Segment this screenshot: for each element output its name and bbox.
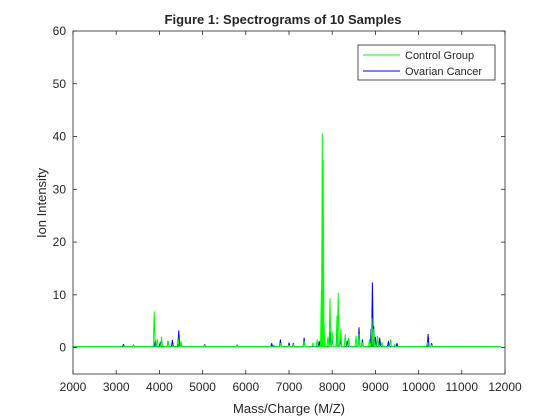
x-tick-label: 5000 bbox=[189, 380, 216, 394]
y-tick-label: 60 bbox=[53, 24, 67, 38]
x-tick-label: 9000 bbox=[362, 380, 389, 394]
y-tick-label: 30 bbox=[53, 182, 67, 196]
y-axis-label: Ion Intensity bbox=[34, 167, 49, 238]
x-tick-label: 2000 bbox=[60, 380, 87, 394]
y-tick-label: 20 bbox=[53, 235, 67, 249]
y-tick-label: 40 bbox=[53, 130, 67, 144]
x-tick-label: 6000 bbox=[232, 380, 259, 394]
x-tick-label: 4000 bbox=[146, 380, 173, 394]
y-tick-label: 50 bbox=[53, 77, 67, 91]
x-tick-label: 10000 bbox=[402, 380, 436, 394]
x-tick-label: 7000 bbox=[276, 380, 303, 394]
y-tick-label: 0 bbox=[59, 341, 66, 355]
x-tick-label: 12000 bbox=[488, 380, 522, 394]
legend: Control Group Ovarian Cancer bbox=[358, 45, 495, 80]
x-tick-label: 3000 bbox=[103, 380, 130, 394]
legend-label-control-group: Control Group bbox=[405, 50, 474, 62]
x-tick-label: 8000 bbox=[319, 380, 346, 394]
y-tick-label: 10 bbox=[53, 288, 67, 302]
legend-label-ovarian-cancer: Ovarian Cancer bbox=[405, 66, 482, 78]
x-axis-label: Mass/Charge (M/Z) bbox=[233, 401, 345, 416]
x-tick-label: 11000 bbox=[446, 380, 479, 394]
plot-area bbox=[73, 31, 505, 374]
plot-background bbox=[73, 31, 505, 374]
chart-title: Figure 1: Spectrograms of 10 Samples bbox=[165, 12, 402, 27]
